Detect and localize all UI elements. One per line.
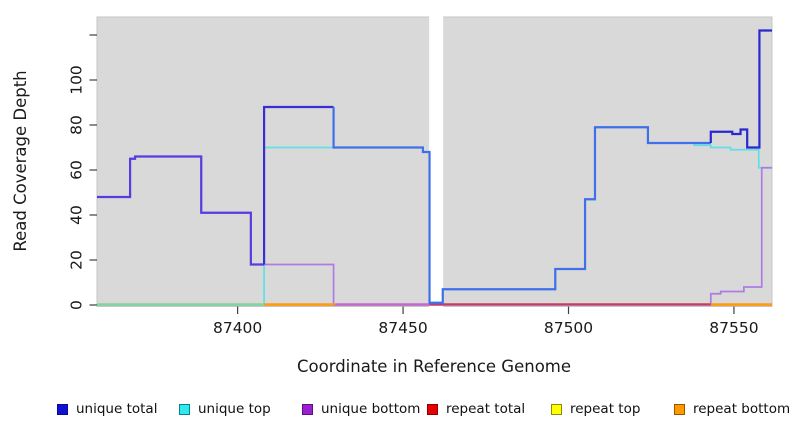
x-axis-title: Coordinate in Reference Genome — [297, 357, 571, 376]
x-tick-label: 87400 — [213, 319, 262, 337]
series-unique-total-line-seg3 — [709, 29, 772, 149]
series-unique-total-line-seg0 — [97, 155, 265, 266]
y-tick-label: 80 — [67, 115, 85, 135]
y-tick-label: 60 — [67, 160, 85, 180]
y-tick-label: 20 — [67, 250, 85, 270]
y-tick-label: 0 — [67, 300, 85, 310]
y-tick-label: 40 — [67, 205, 85, 225]
y-tick-label: 100 — [67, 65, 85, 95]
x-tick-label: 87550 — [709, 319, 758, 337]
y-axis-title: Read Coverage Depth — [11, 70, 30, 251]
coverage-gap-region — [429, 16, 444, 308]
series-unique-total-line-seg1 — [262, 105, 334, 265]
series-unique-total-line-seg2 — [332, 107, 711, 304]
x-tick-label: 87500 — [544, 319, 593, 337]
x-tick-label: 87450 — [378, 319, 427, 337]
